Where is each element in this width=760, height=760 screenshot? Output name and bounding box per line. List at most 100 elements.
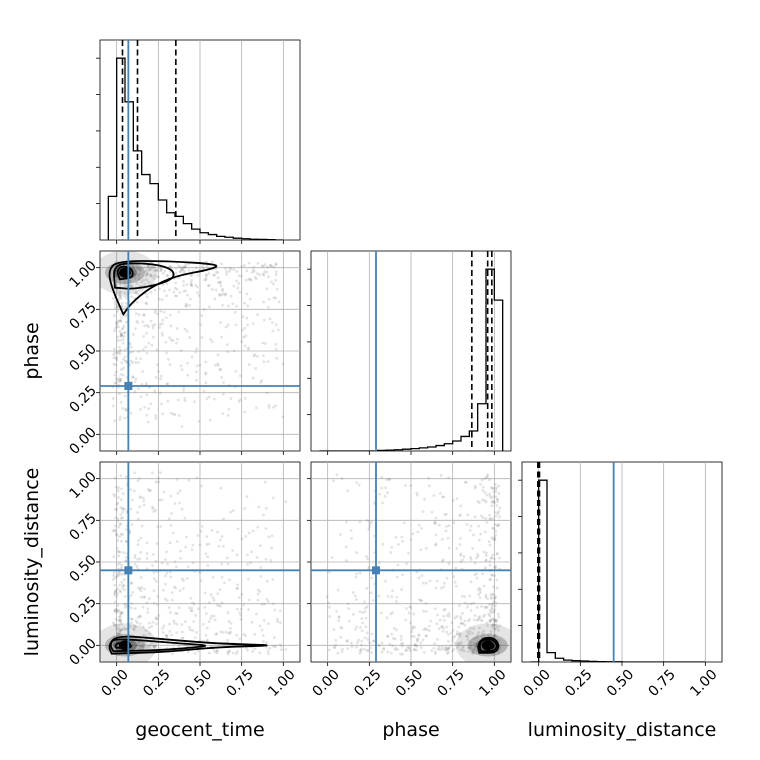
sample-point <box>196 273 200 277</box>
sample-point <box>253 353 256 356</box>
sample-point <box>180 630 184 634</box>
sample-point <box>381 542 385 546</box>
sample-point <box>466 630 469 634</box>
sample-point <box>182 579 185 582</box>
sample-point <box>478 626 481 630</box>
sample-point <box>137 644 141 648</box>
sample-point <box>112 353 116 357</box>
sample-point <box>267 622 270 626</box>
sample-point <box>401 539 404 543</box>
sample-point <box>168 630 172 633</box>
sample-point <box>119 282 123 285</box>
density-shading <box>100 623 157 662</box>
sample-point <box>228 578 231 582</box>
sample-point <box>440 559 444 563</box>
sample-point <box>138 272 142 276</box>
sample-point <box>222 392 225 396</box>
sample-point <box>360 617 364 620</box>
sample-point <box>136 321 140 325</box>
sample-point <box>165 550 168 554</box>
sample-point <box>459 642 463 646</box>
sample-point <box>442 614 445 618</box>
sample-point <box>135 319 139 323</box>
sample-point <box>441 558 445 562</box>
sample-point <box>190 279 194 282</box>
sample-point <box>113 591 117 595</box>
sample-point <box>473 484 477 488</box>
sample-point <box>122 627 126 631</box>
sample-point <box>278 621 282 625</box>
sample-point <box>280 648 283 652</box>
sample-point <box>220 562 224 566</box>
sample-point <box>187 478 191 482</box>
sample-point <box>219 284 223 288</box>
sample-point <box>264 557 268 561</box>
sample-point <box>229 621 233 625</box>
sample-point <box>417 576 421 580</box>
sample-point <box>438 648 442 651</box>
sample-point <box>445 524 448 528</box>
sample-point <box>468 529 472 533</box>
sample-point <box>455 630 459 634</box>
sample-point <box>237 596 241 599</box>
sample-point <box>120 327 124 331</box>
sample-point <box>171 339 175 342</box>
sample-point <box>120 368 123 371</box>
sample-point <box>154 616 158 620</box>
sample-point <box>490 625 494 629</box>
sample-point <box>496 500 499 504</box>
sample-point <box>197 294 201 297</box>
sample-point <box>161 318 165 322</box>
sample-point <box>218 281 222 285</box>
sample-point <box>115 546 119 550</box>
sample-point <box>182 386 186 390</box>
sample-point <box>131 498 134 502</box>
sample-point <box>482 629 485 633</box>
sample-point <box>482 550 486 554</box>
sample-point <box>488 619 492 623</box>
sample-point <box>493 623 497 627</box>
sample-point <box>457 642 461 646</box>
sample-point <box>129 284 133 288</box>
sample-point <box>200 335 204 339</box>
sample-point <box>145 552 149 555</box>
sample-point <box>452 521 456 525</box>
sample-point <box>493 618 497 622</box>
sample-point <box>259 381 263 384</box>
sample-point <box>445 576 449 580</box>
sample-point <box>468 618 471 621</box>
sample-point <box>260 603 264 606</box>
sample-point <box>112 609 116 613</box>
sample-point <box>117 293 121 297</box>
sample-point <box>467 632 471 636</box>
sample-point <box>411 627 415 631</box>
sample-point <box>364 625 368 629</box>
sample-point <box>456 641 460 645</box>
sample-point <box>159 266 162 270</box>
x-tick-label: 0.50 <box>182 667 215 700</box>
sample-point <box>494 618 498 622</box>
sample-point <box>266 600 270 603</box>
sample-point <box>226 413 230 417</box>
sample-point <box>146 611 150 614</box>
sample-point <box>411 532 415 536</box>
sample-point <box>119 296 123 300</box>
sample-point <box>112 555 116 559</box>
sample-point <box>118 631 122 634</box>
sample-point <box>472 601 476 605</box>
sample-point <box>457 644 461 648</box>
sample-point <box>441 647 445 651</box>
sample-point <box>116 539 120 542</box>
sample-point <box>205 397 209 401</box>
sample-point <box>128 351 132 354</box>
panel-2d-phase-luminosity_distance: 0.00 0.25 0.50 0.75 1.00 <box>307 461 512 700</box>
sample-point <box>275 356 279 360</box>
sample-point <box>209 617 212 621</box>
sample-point <box>168 313 172 317</box>
sample-point <box>489 632 493 636</box>
sample-point <box>488 513 491 517</box>
sample-point <box>118 376 121 380</box>
sample-point <box>123 355 127 359</box>
sample-point <box>173 286 177 290</box>
sample-point <box>173 502 177 505</box>
